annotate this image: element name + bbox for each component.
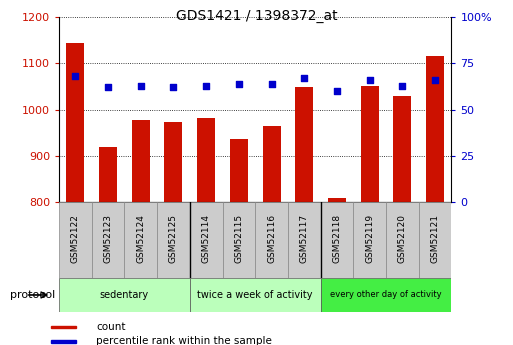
Text: GSM52124: GSM52124 [136, 214, 145, 263]
Point [300, 76, 308, 81]
Point [104, 85, 112, 90]
Bar [328, 198, 346, 345]
Text: GSM52121: GSM52121 [430, 214, 440, 263]
Bar [99, 147, 117, 345]
Bar [190, 202, 223, 278]
Text: GSM52120: GSM52120 [398, 214, 407, 263]
Point [71, 73, 80, 79]
Point [235, 81, 243, 87]
Bar [386, 202, 419, 278]
Bar [132, 120, 150, 345]
Bar [92, 202, 125, 278]
Bar [51, 341, 76, 343]
Text: percentile rank within the sample: percentile rank within the sample [96, 336, 272, 345]
Text: GSM52119: GSM52119 [365, 214, 374, 263]
Bar [263, 126, 281, 345]
Text: GSM52118: GSM52118 [332, 214, 342, 263]
Text: GDS1421 / 1398372_at: GDS1421 / 1398372_at [175, 9, 338, 23]
Text: GSM52122: GSM52122 [71, 214, 80, 263]
Text: protocol: protocol [10, 290, 55, 300]
Text: GSM52123: GSM52123 [104, 214, 112, 263]
Text: GSM52117: GSM52117 [300, 214, 309, 263]
Bar [295, 87, 313, 345]
Bar [393, 96, 411, 345]
Point [202, 83, 210, 88]
Point [431, 77, 439, 83]
Point [398, 83, 406, 88]
Bar [190, 278, 321, 312]
Text: sedentary: sedentary [100, 290, 149, 300]
Point [333, 88, 341, 94]
Bar [124, 202, 157, 278]
Bar [66, 43, 84, 345]
Bar [361, 86, 379, 345]
Text: GSM52125: GSM52125 [169, 214, 178, 263]
Point [267, 81, 275, 87]
Text: count: count [96, 322, 126, 332]
Bar [59, 278, 190, 312]
Bar [165, 122, 183, 345]
Bar [255, 202, 288, 278]
Point [366, 77, 374, 83]
Point [169, 85, 177, 90]
Bar [230, 139, 248, 345]
Bar [321, 202, 353, 278]
Bar [426, 57, 444, 345]
Text: twice a week of activity: twice a week of activity [198, 290, 313, 300]
Bar [51, 326, 76, 328]
Bar [59, 202, 92, 278]
Text: GSM52115: GSM52115 [234, 214, 243, 263]
Text: every other day of activity: every other day of activity [330, 290, 442, 299]
Bar [419, 202, 451, 278]
Bar [223, 202, 255, 278]
Bar [288, 202, 321, 278]
Bar [353, 202, 386, 278]
Text: GSM52114: GSM52114 [202, 214, 211, 263]
Text: GSM52116: GSM52116 [267, 214, 276, 263]
Bar [321, 278, 451, 312]
Point [136, 83, 145, 88]
Bar [157, 202, 190, 278]
Bar [197, 118, 215, 345]
